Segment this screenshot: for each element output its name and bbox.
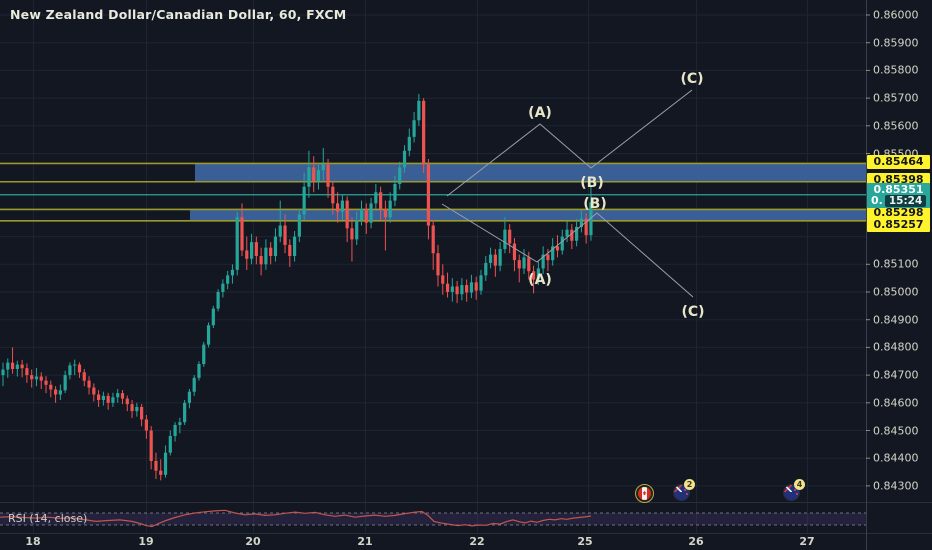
maple-leaf-flag bbox=[638, 487, 651, 500]
southern-cross-star bbox=[796, 493, 798, 495]
level-price-label[interactable]: 0.85464 bbox=[867, 155, 930, 169]
southern-cross-star bbox=[684, 489, 686, 491]
southern-cross-star bbox=[686, 493, 688, 495]
wave-label[interactable]: (A) bbox=[528, 272, 552, 288]
time-tick-label: 19 bbox=[138, 535, 154, 548]
price-tick-label: 0.84900 bbox=[873, 313, 919, 327]
wave-label[interactable]: (B) bbox=[583, 196, 606, 212]
price-tick-label: 0.85700 bbox=[873, 91, 919, 105]
wave-label[interactable]: (B) bbox=[580, 175, 603, 191]
time-tick-label: 26 bbox=[688, 535, 704, 548]
bar-countdown: 15:24 bbox=[884, 195, 927, 207]
new-zealand-flag-icon[interactable]: 4 bbox=[783, 479, 805, 501]
current-price-label[interactable]: 0. 15:24 bbox=[867, 194, 930, 208]
symbol-title[interactable]: New Zealand Dollar/Canadian Dollar, 60, … bbox=[10, 7, 347, 22]
union-jack-canton bbox=[784, 485, 792, 492]
canada-flag-icon[interactable] bbox=[635, 484, 654, 503]
southern-cross-star bbox=[794, 489, 796, 491]
price-tick-label: 0.84700 bbox=[873, 368, 919, 382]
current-price-prefix: 0. bbox=[871, 194, 883, 207]
wave-label[interactable]: (C) bbox=[681, 304, 704, 320]
wave-label[interactable]: (A) bbox=[528, 105, 552, 121]
wave-label[interactable]: (C) bbox=[680, 71, 703, 87]
time-tick-label: 20 bbox=[245, 535, 261, 548]
time-tick-label: 22 bbox=[469, 535, 485, 548]
price-tick-label: 0.84500 bbox=[873, 424, 919, 437]
level-price-label[interactable]: 0.85257 bbox=[867, 218, 930, 232]
price-tick-label: 0.85000 bbox=[873, 285, 919, 299]
time-axis[interactable]: 18 19 20 21 22 25 26 27 bbox=[0, 534, 932, 550]
price-tick-label: 0.84400 bbox=[873, 451, 919, 465]
supply-zone[interactable] bbox=[195, 163, 866, 182]
new-zealand-flag-icon[interactable]: 2 bbox=[673, 479, 695, 501]
rsi-band-fill bbox=[0, 513, 866, 525]
time-tick-label: 25 bbox=[577, 535, 593, 548]
elliott-wave-line[interactable] bbox=[441, 203, 694, 298]
elliott-wave-line[interactable] bbox=[446, 89, 693, 197]
level-price-label[interactable]: 0.85298 bbox=[867, 206, 930, 220]
price-axis[interactable]: 0.86000 0.85900 0.85800 0.85700 0.85600 0.855… bbox=[867, 0, 932, 533]
price-tick-label: 0.85600 bbox=[873, 119, 919, 133]
event-count-badge: 2 bbox=[684, 479, 695, 490]
price-tick-label: 0.85900 bbox=[873, 36, 919, 50]
time-tick-label: 27 bbox=[799, 535, 815, 548]
time-tick-label: 21 bbox=[357, 535, 373, 548]
price-tick-label: 0.84600 bbox=[873, 396, 919, 410]
time-tick-label: 18 bbox=[25, 535, 41, 548]
union-jack-canton bbox=[674, 485, 682, 492]
flag-ring bbox=[635, 484, 654, 503]
price-tick-label: 0.84300 bbox=[873, 479, 919, 493]
rsi-line bbox=[0, 509, 592, 528]
demand-zone[interactable] bbox=[190, 209, 866, 221]
event-count-badge: 4 bbox=[794, 479, 805, 490]
price-tick-label: 0.84800 bbox=[873, 340, 919, 354]
rsi-indicator-label[interactable]: RSI (14, close) bbox=[8, 512, 88, 525]
price-tick-label: 0.86000 bbox=[873, 8, 919, 22]
level-price-label[interactable]: 0.85351 bbox=[867, 183, 930, 197]
price-tick-label: 0.85100 bbox=[873, 257, 919, 271]
price-tick-label: 0.85800 bbox=[873, 63, 919, 77]
